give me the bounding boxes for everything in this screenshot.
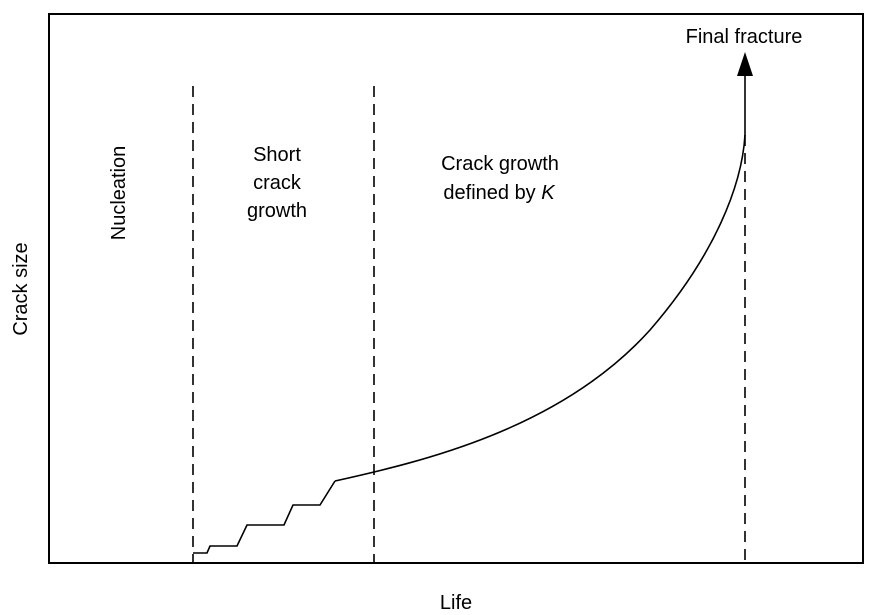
short-crack-growth-curve xyxy=(193,480,336,554)
short-crack-label-line1: Short xyxy=(253,144,301,166)
fracture-arrowhead xyxy=(737,52,753,76)
k-crack-label-line1: Crack growth xyxy=(441,153,559,175)
k-crack-label-line2: defined by K xyxy=(443,182,556,204)
x-axis-label: Life xyxy=(440,592,472,614)
y-axis-label: Crack size xyxy=(10,242,32,335)
k-crack-growth-curve xyxy=(334,134,746,482)
final-fracture-label: Final fracture xyxy=(686,26,803,48)
plot-frame xyxy=(48,13,864,564)
nucleation-label: Nucleation xyxy=(108,146,130,241)
k-crack-label-prefix: defined by xyxy=(443,182,541,204)
short-crack-label-line2: crack xyxy=(253,172,302,194)
short-crack-label-line3: growth xyxy=(247,200,307,222)
k-symbol: K xyxy=(541,182,556,204)
